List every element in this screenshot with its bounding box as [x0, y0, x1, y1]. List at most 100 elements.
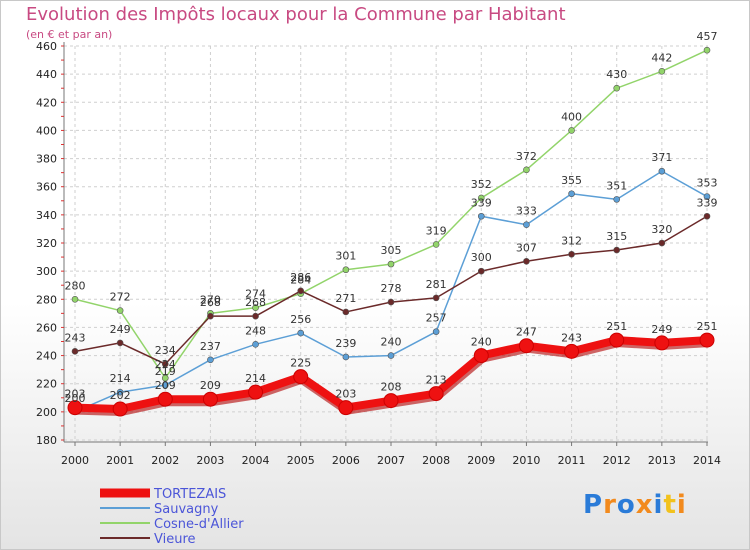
chart-title: Evolution des Impôts locaux pour la Comm… — [26, 4, 566, 25]
x-tick-label: 2001 — [106, 454, 134, 467]
y-tick-label: 360 — [36, 181, 57, 194]
data-point — [432, 241, 440, 248]
data-point — [523, 257, 530, 265]
data-label: 203 — [335, 388, 356, 401]
x-tick-label: 2012 — [603, 454, 631, 467]
data-label: 219 — [155, 365, 176, 378]
x-tick-label: 2006 — [332, 454, 360, 467]
data-point — [67, 400, 83, 416]
x-tick-label: 2011 — [558, 454, 586, 467]
data-point — [658, 167, 666, 175]
x-tick-label: 2013 — [648, 454, 676, 467]
data-point — [342, 353, 350, 361]
data-label: 240 — [381, 336, 402, 349]
data-label: 251 — [606, 320, 627, 333]
y-tick-label: 460 — [36, 40, 57, 53]
data-label: 339 — [697, 196, 718, 209]
logo-letter: t — [663, 490, 677, 520]
data-label: 208 — [381, 381, 402, 394]
data-point — [252, 341, 259, 348]
data-point — [207, 356, 214, 364]
data-label: 339 — [471, 196, 492, 209]
data-point — [568, 250, 575, 258]
logo-letter: o — [616, 490, 636, 520]
data-label: 352 — [471, 178, 492, 191]
chart-subtitle: (en € et par an) — [26, 28, 113, 41]
data-point — [523, 221, 530, 229]
data-label: 281 — [426, 278, 447, 291]
data-point — [699, 332, 715, 348]
x-tick-label: 2014 — [693, 454, 721, 467]
y-tick-label: 220 — [36, 378, 57, 391]
data-label: 247 — [516, 326, 537, 339]
data-label: 371 — [651, 151, 672, 164]
y-tick-label: 400 — [36, 124, 57, 137]
data-point — [387, 352, 395, 359]
data-label: 239 — [335, 337, 356, 350]
data-point — [473, 348, 489, 364]
data-point — [116, 339, 124, 347]
data-label: 240 — [471, 336, 492, 349]
data-point — [202, 391, 218, 407]
data-label: 312 — [561, 234, 582, 247]
x-tick-label: 2008 — [422, 454, 450, 467]
data-point — [703, 193, 711, 200]
data-point — [428, 386, 444, 402]
logo-letter: P — [583, 490, 604, 520]
data-point — [157, 391, 173, 407]
data-point — [613, 196, 621, 203]
data-point — [432, 294, 440, 302]
data-point — [116, 388, 124, 396]
data-point — [477, 194, 485, 202]
data-label: 353 — [697, 177, 718, 190]
data-label: 300 — [471, 251, 492, 264]
logo-letter: x — [635, 490, 654, 520]
data-label: 319 — [426, 224, 447, 237]
logo-letter: i — [653, 490, 664, 520]
data-point — [112, 401, 128, 417]
data-label: 251 — [697, 320, 718, 333]
data-label: 234 — [155, 344, 176, 357]
data-point — [568, 127, 575, 134]
data-label: 307 — [516, 241, 537, 254]
data-label: 249 — [110, 323, 131, 336]
x-tick-label: 2007 — [377, 454, 405, 467]
data-point — [387, 260, 395, 268]
y-tick-label: 420 — [36, 96, 57, 109]
data-label: 214 — [110, 372, 131, 385]
data-point — [432, 328, 440, 335]
data-point — [342, 308, 350, 316]
x-tick-label: 2010 — [512, 454, 540, 467]
data-label: 400 — [561, 110, 582, 123]
data-point — [518, 338, 534, 354]
data-point — [293, 369, 309, 385]
data-point — [564, 343, 580, 359]
y-tick-label: 300 — [36, 265, 57, 278]
data-label: 237 — [200, 340, 221, 353]
data-label: 271 — [335, 292, 356, 305]
data-point — [383, 393, 399, 409]
data-point — [161, 374, 169, 382]
y-tick-label: 240 — [36, 350, 57, 363]
data-label: 202 — [110, 389, 131, 402]
data-point — [252, 312, 259, 320]
data-point — [71, 295, 79, 303]
legend-label: Sauvagny — [154, 502, 219, 517]
data-label: 203 — [65, 388, 86, 401]
data-point — [568, 190, 575, 198]
data-label: 301 — [335, 250, 356, 263]
data-point — [658, 68, 666, 75]
data-point — [161, 381, 169, 389]
data-label: 200 — [65, 392, 86, 405]
data-label: 305 — [381, 244, 402, 257]
x-tick-label: 2003 — [196, 454, 224, 467]
data-label: 272 — [110, 291, 131, 304]
data-label: 209 — [155, 379, 176, 392]
data-point — [613, 84, 621, 92]
data-label: 248 — [245, 324, 266, 337]
data-label: 270 — [200, 293, 221, 306]
data-point — [523, 166, 530, 174]
data-label: 243 — [561, 331, 582, 344]
data-label: 257 — [426, 312, 447, 325]
